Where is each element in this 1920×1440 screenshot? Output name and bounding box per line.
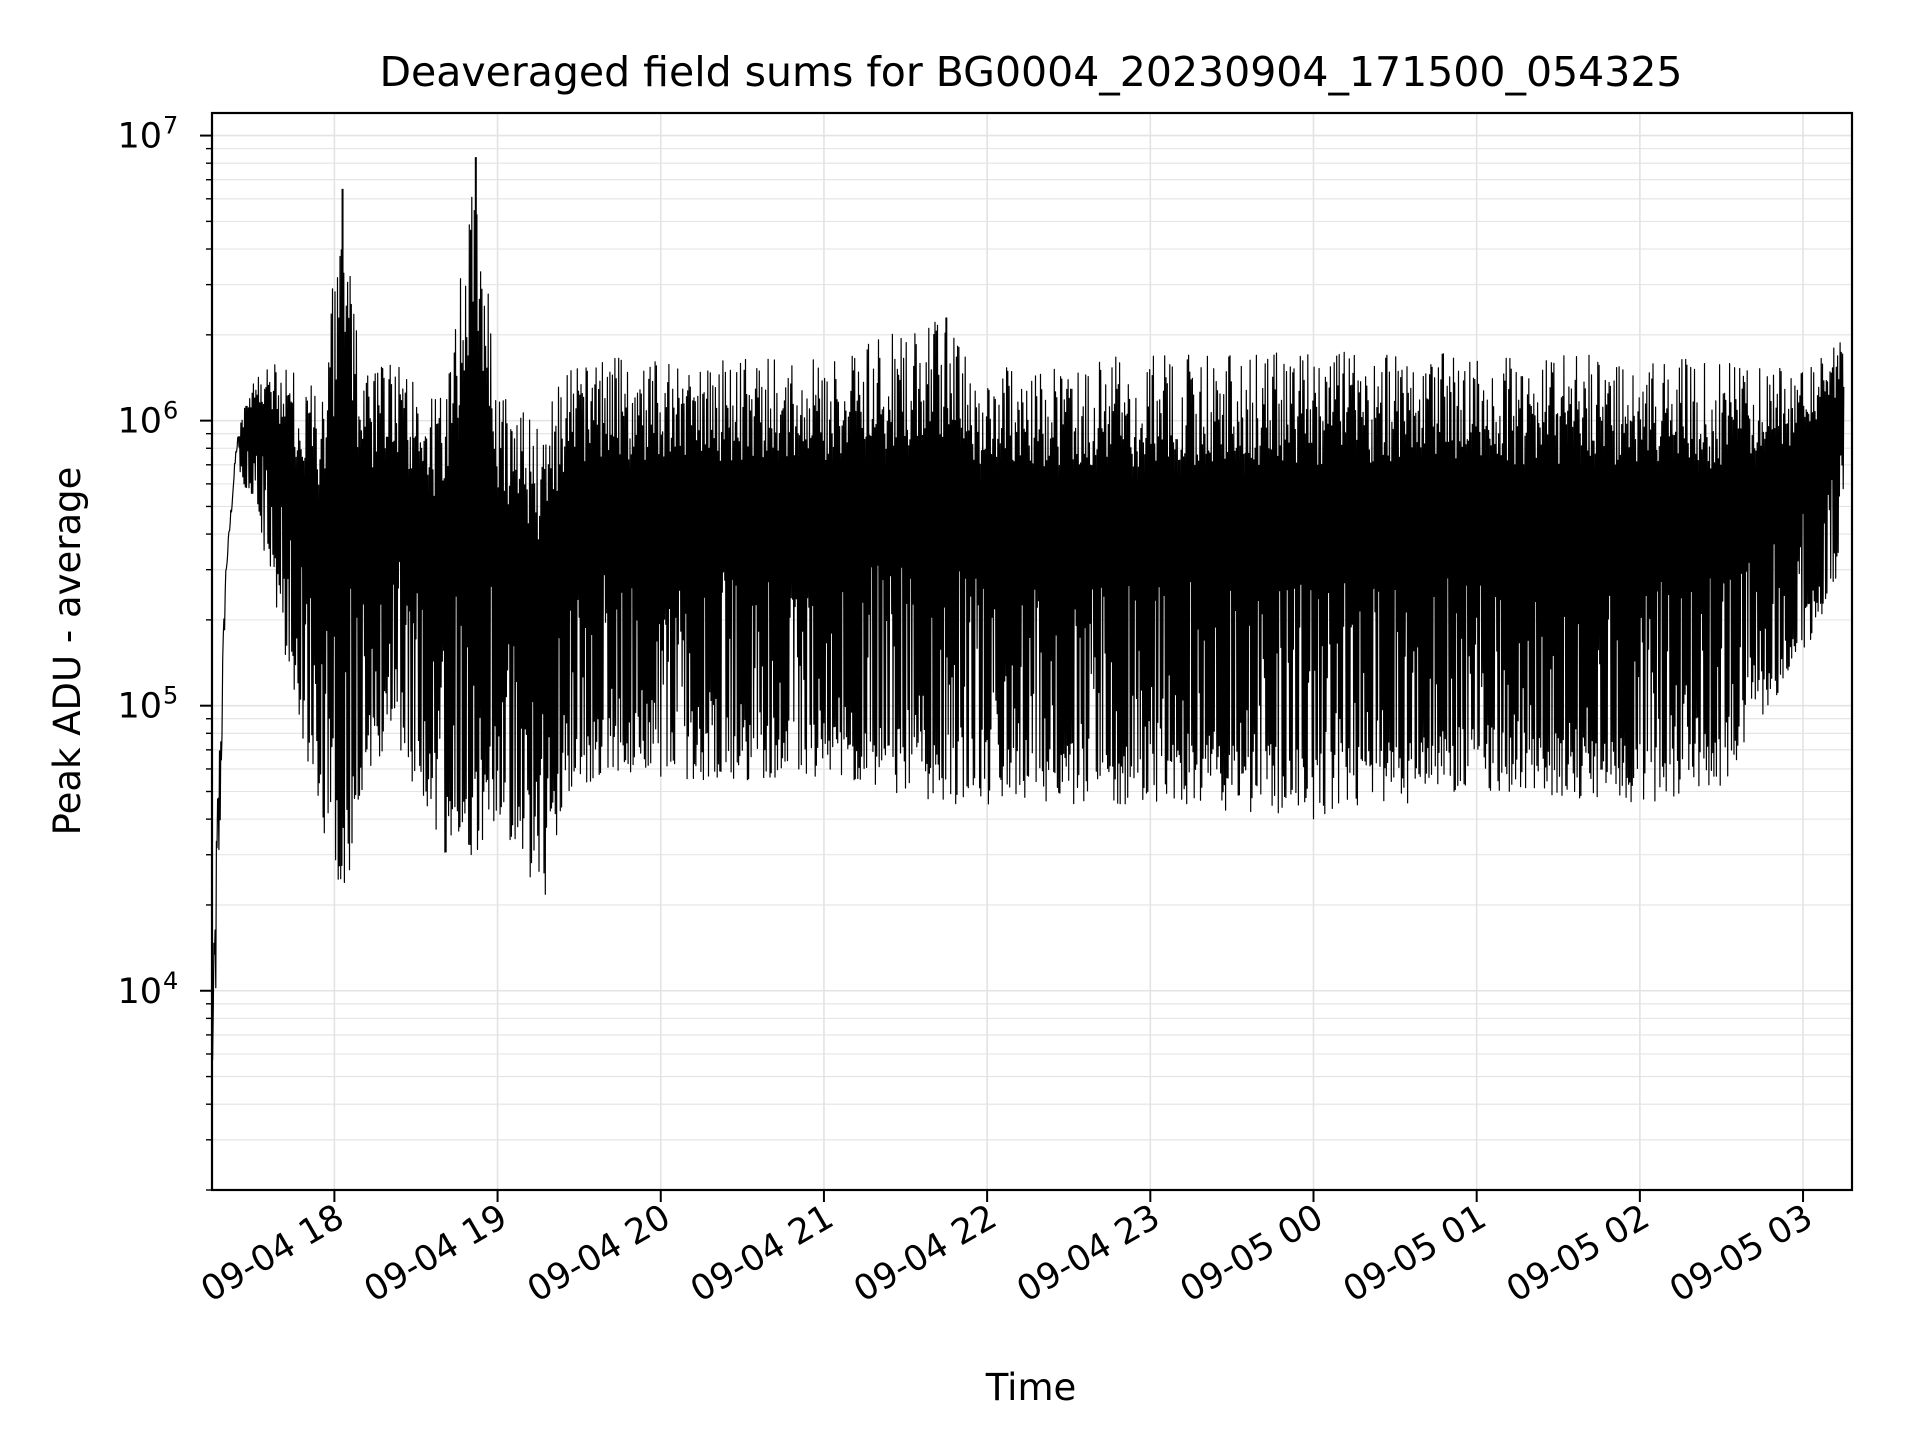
y-tick-exponent: 6 <box>163 397 178 425</box>
series-line <box>211 196 1845 1061</box>
y-tick-base: 10 <box>117 972 162 1012</box>
y-tick-label: 10 <box>117 687 162 727</box>
y-tick-base: 10 <box>117 687 162 727</box>
plot-frame <box>210 111 1854 1192</box>
series-layer <box>211 157 1845 1061</box>
y-tick-exponent: 4 <box>163 967 178 995</box>
y-tick-exponent: 5 <box>163 682 178 710</box>
y-tick-base: 10 <box>117 117 162 157</box>
y-tick-base: 10 <box>117 402 162 442</box>
y-tick-label: 10 <box>117 402 162 442</box>
y-tick-label: 10 <box>117 117 162 157</box>
y-tick-label: 10 <box>117 972 162 1012</box>
y-tick-exponent: 7 <box>163 112 178 140</box>
chart-title: Deaveraged field sums for BG0004_2023090… <box>379 48 1682 96</box>
y-axis-label: Peak ADU - average <box>46 467 89 836</box>
x-axis-label: Time <box>985 1366 1077 1409</box>
